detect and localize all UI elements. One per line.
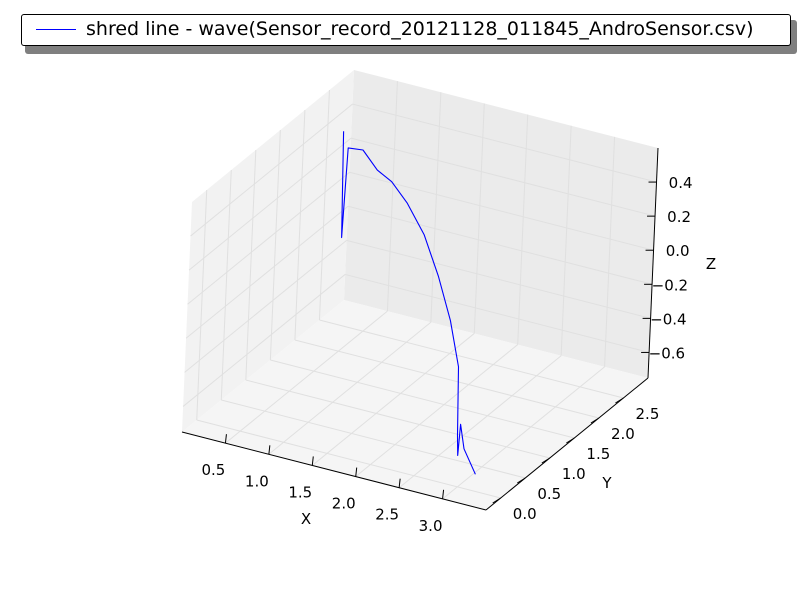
side-pane	[182, 70, 354, 432]
z-tick-label: −0.6	[649, 344, 685, 362]
grid-z-side	[185, 205, 349, 339]
grid-y-side	[220, 169, 232, 401]
y-tick-label: 1.5	[586, 445, 610, 463]
grid-y-side	[318, 89, 330, 321]
grid-y-side	[196, 189, 208, 421]
y-tick-label: 0.0	[513, 505, 537, 523]
y-tick	[566, 437, 575, 444]
legend-line-swatch	[36, 29, 76, 30]
x-tick	[442, 489, 445, 499]
grid-z-back	[349, 171, 654, 251]
grid-y-side	[245, 149, 257, 381]
grid-y-side	[294, 109, 306, 341]
y-tick-label: 0.5	[537, 485, 561, 503]
grid-z-side	[182, 274, 346, 407]
x-tick	[268, 445, 271, 455]
grid-x-floor	[225, 310, 388, 444]
tick-labels: 0.51.01.52.02.53.00.00.51.01.52.02.50.40…	[201, 174, 692, 535]
back-pane	[344, 70, 658, 378]
x-tick-label: 1.0	[245, 472, 269, 490]
series	[341, 131, 476, 475]
grid-x-floor	[268, 321, 432, 455]
grid-x-back	[517, 114, 529, 345]
x-tick-label: 2.0	[332, 495, 356, 513]
grid-z-back	[346, 239, 651, 319]
y-tick	[590, 417, 600, 424]
y-tick	[615, 397, 624, 404]
z-tick-label: −0.4	[650, 310, 686, 328]
z-tick-label: 0.2	[667, 208, 691, 226]
z-axis-line	[647, 147, 659, 379]
legend-label: shred line - wave(Sensor_record_20121128…	[86, 18, 754, 40]
axis-labels: X Y Z	[301, 255, 716, 528]
y-tick	[541, 457, 551, 464]
grid-x-back	[473, 103, 485, 334]
grid-y-floor	[245, 379, 550, 459]
x-tick	[355, 467, 358, 477]
tick-marks	[224, 181, 657, 504]
floor-pane	[182, 300, 648, 510]
z-tick-label: 0.4	[669, 174, 693, 192]
grid-z-back	[344, 273, 650, 353]
x-tick-label: 3.0	[419, 517, 443, 535]
grid-z-side	[188, 137, 352, 271]
grid-z-side	[190, 103, 353, 237]
grid-x-back	[430, 92, 442, 323]
x-axis-line	[181, 431, 487, 511]
grid-z-side	[184, 239, 347, 373]
y-tick-label: 1.0	[562, 465, 586, 483]
y-tick-label: 2.5	[636, 405, 660, 423]
y-tick	[492, 497, 501, 504]
grid-x-back	[386, 81, 398, 312]
grid-x-floor	[311, 333, 475, 466]
x-tick-label: 1.5	[288, 483, 312, 501]
grid-y-floor	[270, 359, 575, 439]
x-tick-label: 2.5	[375, 506, 399, 524]
grid-y-floor	[221, 399, 526, 479]
grid-x-floor	[442, 366, 605, 500]
grid-y-side	[269, 129, 281, 361]
axis-panes	[182, 70, 658, 510]
grid-x-back	[604, 136, 616, 367]
legend: shred line - wave(Sensor_record_20121128…	[21, 14, 791, 46]
y-tick-label: 2.0	[611, 425, 635, 443]
x-tick-label: 0.5	[201, 461, 225, 479]
grid-y-floor	[319, 319, 624, 399]
series-line-0	[341, 131, 476, 475]
x-tick	[398, 478, 401, 488]
grid-z-back	[352, 103, 657, 183]
grid-x-floor	[398, 355, 562, 489]
grid-z-back	[350, 137, 656, 217]
z-tick-label: 0.0	[666, 242, 690, 260]
y-axis-label: Y	[601, 474, 612, 492]
y-tick	[517, 477, 526, 484]
grid-lines	[182, 81, 657, 500]
grid-z-side	[187, 171, 350, 305]
x-tick	[224, 434, 227, 444]
z-tick-label: −0.2	[652, 276, 688, 294]
grid-x-floor	[355, 344, 519, 477]
x-tick	[311, 456, 314, 466]
grid-y-floor	[294, 339, 600, 419]
x-axis-label: X	[301, 510, 311, 528]
grid-y-floor	[196, 419, 501, 499]
grid-z-back	[347, 205, 653, 285]
grid-x-back	[560, 125, 572, 356]
z-axis-label: Z	[706, 255, 716, 273]
